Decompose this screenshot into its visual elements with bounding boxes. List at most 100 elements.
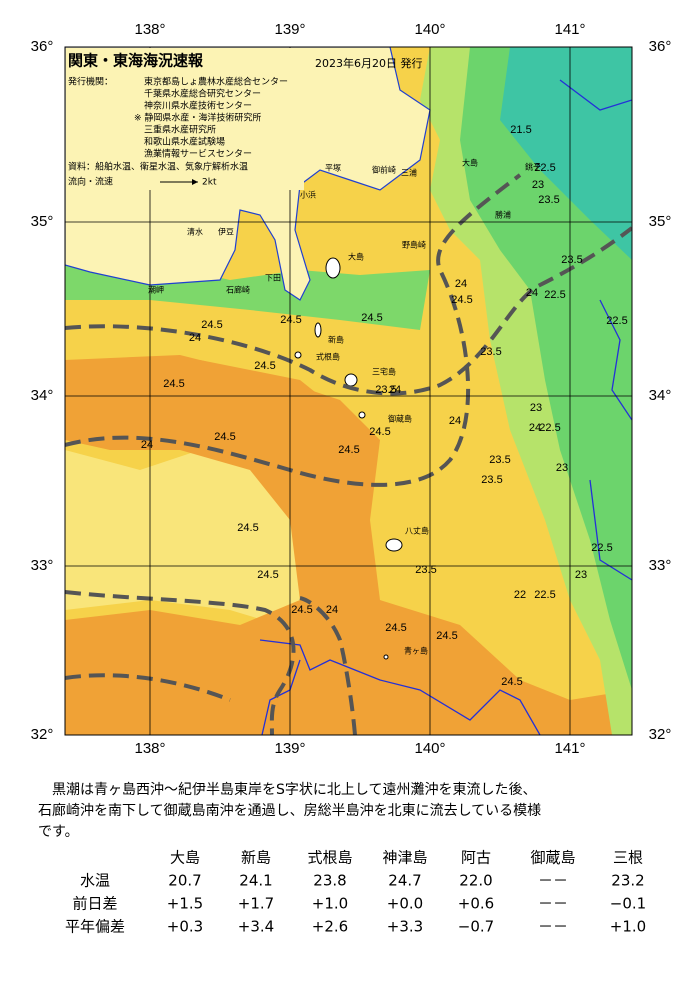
contour-label: 24.5: [201, 319, 222, 331]
contour-label: 22.5: [539, 422, 560, 434]
contour-label: 23: [556, 462, 568, 474]
table-cell: +2.6: [312, 918, 348, 936]
table-header: 神津島: [382, 849, 427, 867]
place-name: 青ヶ島: [404, 646, 428, 656]
lon-label: 138°: [134, 740, 165, 757]
issuer: ※ 静岡県水産・海洋技術研究所: [134, 112, 261, 124]
table-cell: +3.4: [238, 918, 274, 936]
lon-label: 139°: [274, 740, 305, 757]
table-cell: −0.7: [458, 918, 494, 936]
place-name: 勝浦: [495, 210, 511, 220]
contour-label: 23: [532, 179, 544, 191]
table-cell: 24.7: [388, 872, 421, 890]
contour-label: 24.5: [385, 622, 406, 634]
table-cell: +1.0: [610, 918, 646, 936]
contour-label: 23: [530, 402, 542, 414]
island: [325, 257, 341, 279]
contour-label: 22.5: [534, 162, 555, 174]
legend-label: 流向・流速: [68, 176, 113, 188]
table-cell: 24.1: [239, 872, 272, 890]
lat-label: 35°: [649, 213, 672, 230]
contour-label: 24.5: [501, 676, 522, 688]
lat-label: 32°: [31, 726, 54, 743]
place-name: 伊豆: [218, 227, 234, 237]
contour-label: 24.5: [369, 426, 390, 438]
map-title: 関東・東海海況速報: [68, 52, 204, 70]
lat-label: 34°: [31, 387, 54, 404]
contour-label: 24: [326, 604, 338, 616]
row-label: 平年偏差: [65, 918, 125, 936]
table-cell: +0.0: [387, 895, 423, 913]
legend-speed: 2kt: [202, 178, 217, 188]
place-name: 石廊崎: [226, 285, 250, 295]
lat-label: 36°: [649, 38, 672, 55]
contour-label: 24.5: [338, 444, 359, 456]
current-path: [299, 596, 357, 735]
table-cell: −0.1: [610, 895, 646, 913]
contour-label: 24.5: [451, 294, 472, 306]
contour-label: 24: [449, 415, 461, 427]
table-cell: －－: [538, 895, 568, 913]
info-box: [66, 48, 304, 190]
isotherm: [261, 659, 301, 735]
table-cell: 23.2: [611, 872, 644, 890]
lon-label: 141°: [554, 21, 585, 38]
map-frame: [64, 46, 633, 736]
sea-orange: [200, 360, 360, 480]
row-label: 前日差: [72, 895, 117, 913]
issuer: 神奈川県水産技術センター: [144, 100, 252, 112]
place-name: 銚子: [525, 162, 541, 172]
contour-label: 24.5: [280, 314, 301, 326]
table-cell: －－: [538, 918, 568, 936]
issuer-label: 発行機関：: [68, 76, 113, 88]
contour-label: 24.5: [257, 569, 278, 581]
lat-label: 33°: [31, 557, 54, 574]
table-header: 御蔵島: [530, 849, 575, 867]
isotherm: [599, 299, 632, 421]
lon-label: 138°: [134, 21, 165, 38]
place-name: 大島: [462, 158, 478, 168]
contour-label: 24: [189, 332, 201, 344]
description-line: 石廊崎沖を南下して御蔵島南沖を通過し、房総半島沖を北東に流去している模様: [38, 802, 541, 819]
contour-label: 24: [455, 278, 467, 290]
contour-label: 22.5: [544, 289, 565, 301]
contour-label: 24.5: [254, 360, 275, 372]
island: [344, 373, 358, 387]
lon-label: 140°: [414, 21, 445, 38]
table-cell: －－: [538, 872, 568, 890]
contour-label: 23.5: [481, 474, 502, 486]
lat-label: 34°: [649, 387, 672, 404]
place-name: 御前崎: [372, 165, 396, 175]
table-cell: 22.0: [459, 872, 492, 890]
place-name: 野島崎: [402, 240, 426, 250]
current-path: [65, 173, 522, 487]
table-cell: 20.7: [168, 872, 201, 890]
contour-label: 21.5: [510, 124, 531, 136]
contour-label: 22: [514, 589, 526, 601]
issuer: 和歌山県水産試験場: [144, 136, 225, 148]
lat-label: 32°: [649, 726, 672, 743]
contour-label: 23: [575, 569, 587, 581]
place-name: 御蔵島: [388, 414, 412, 424]
place-name: 式根島: [316, 352, 340, 362]
table-cell: +0.3: [167, 918, 203, 936]
table-cell: +1.7: [238, 895, 274, 913]
isotherm: [559, 79, 632, 111]
lat-label: 36°: [31, 38, 54, 55]
issuer: 三重県水産研究所: [144, 124, 216, 136]
place-name: 清水: [187, 227, 203, 237]
contour-label: 23.5: [375, 384, 396, 396]
contour-label: 22.5: [606, 315, 627, 327]
table-header: 新島: [241, 849, 271, 867]
row-label: 水温: [80, 872, 110, 890]
sea-teal: [500, 47, 632, 260]
map-body: [65, 47, 632, 735]
contour-label: 24.5: [361, 312, 382, 324]
contour-label: 23.5: [480, 346, 501, 358]
place-name: 小浜: [300, 190, 316, 200]
contour-label: 24.5: [237, 522, 258, 534]
issue-date: 2023年6月20日 発行: [315, 56, 423, 70]
table-header: 大島: [170, 849, 200, 867]
